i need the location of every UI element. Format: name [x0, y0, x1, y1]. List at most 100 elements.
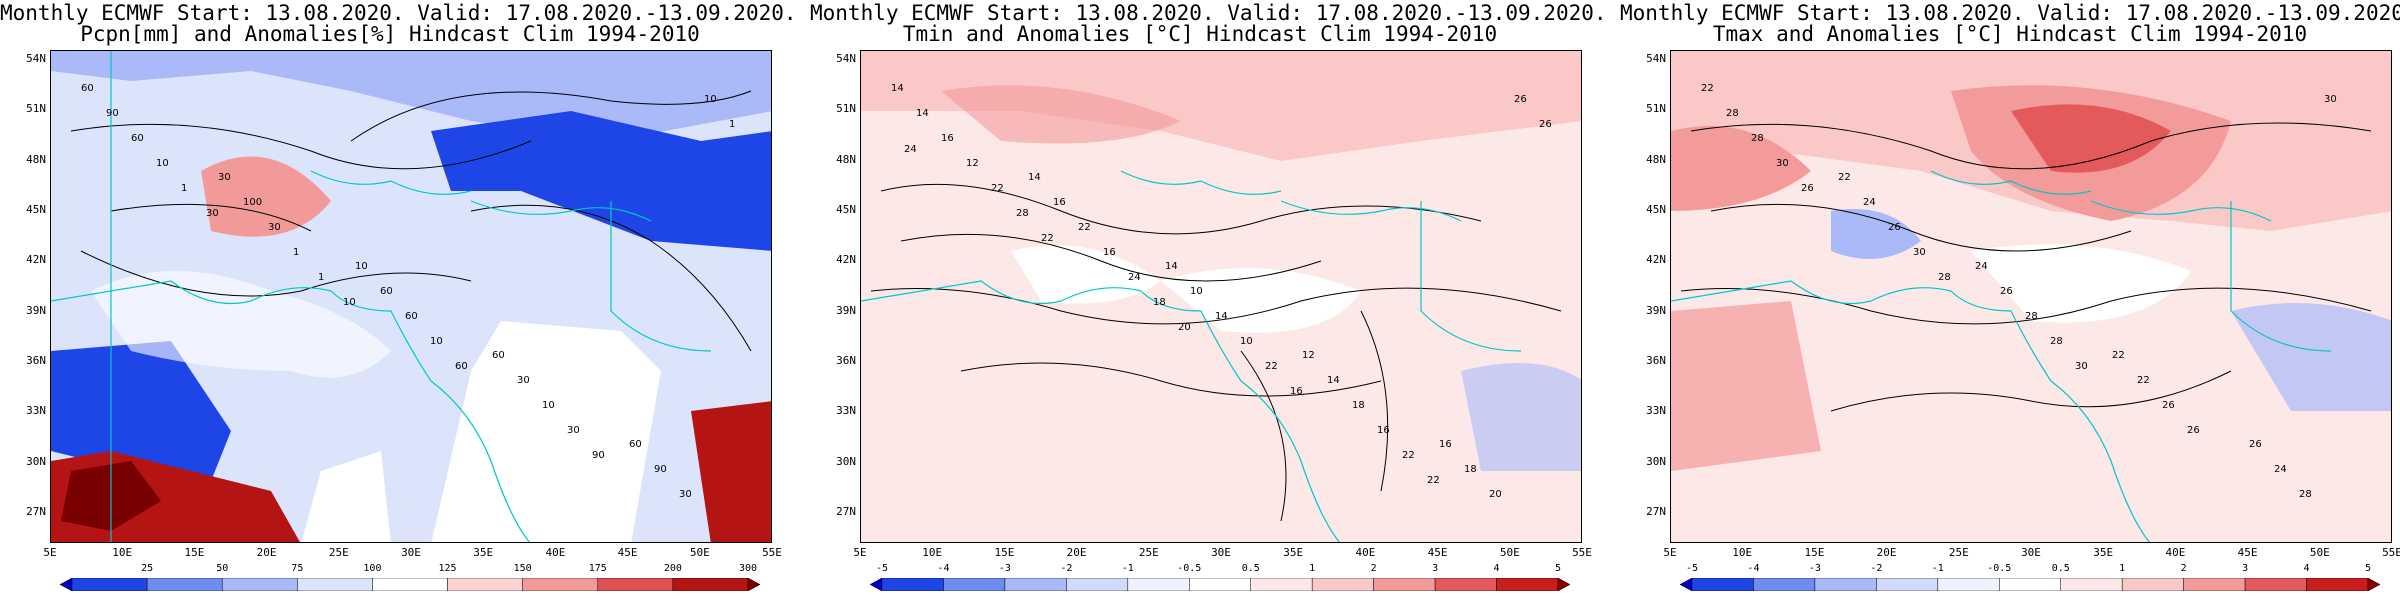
latitude-label: 39N [26, 303, 46, 317]
longitude-label: 5E [853, 546, 867, 559]
contour-label: 10 [1190, 286, 1203, 297]
contour-label: 24 [904, 144, 917, 155]
contour-label: 20 [1489, 489, 1502, 500]
colorbar-label: -3 [1808, 563, 1821, 574]
longitude-label: 25E [328, 546, 349, 559]
colorbar-label: 4 [1493, 563, 1500, 574]
longitude-label: 15E [1804, 546, 1825, 559]
contour-label: 60 [131, 133, 144, 144]
latitude-label: 30N [1646, 454, 1666, 468]
colorbar-segment [1557, 577, 1571, 592]
colorbar-label: -0.5 [1177, 563, 1202, 574]
contour-label: 22 [1838, 172, 1851, 183]
colorbar-label: 2 [1370, 563, 1377, 574]
contour-label: 1 [729, 119, 735, 130]
colorbar-label: 4 [2303, 563, 2310, 574]
contour-label: 18 [1352, 400, 1365, 411]
colorbar-segment [597, 577, 674, 592]
contour-label: 30 [2324, 94, 2337, 105]
longitude-label: 40E [1355, 546, 1376, 559]
panel-title-line2: Tmin and Anomalies [°C] Hindcast Clim 19… [902, 22, 1498, 46]
longitude-label: 40E [545, 546, 566, 559]
contour-label: 30 [2075, 361, 2088, 372]
tmax-map: 22 22 24 22 26 28 24 26 22 24 28 26 28 26 28 30 30 28 26 30… [1670, 50, 2392, 543]
latitude-label: 45N [26, 203, 46, 216]
colorbar-segment [1814, 577, 1877, 592]
precipitation-panel: Monthly ECMWF Start: 13.08.2020. Valid: … [0, 0, 797, 600]
contour-label: 60 [380, 286, 393, 297]
colorbar-segment [1066, 577, 1129, 592]
contour-label: 26 [1514, 94, 1527, 105]
longitude-label: 55E [762, 546, 782, 559]
latitude-label: 51N [26, 102, 46, 116]
contour-label: 16 [1290, 386, 1303, 397]
longitude-label: 45E [1427, 546, 1448, 559]
colorbar-segment [1999, 577, 2061, 592]
longitude-label: 40E [2165, 546, 2186, 559]
contour-label: 60 [629, 439, 642, 450]
panel-title-line1: Monthly ECMWF Start: 13.08.2020. Valid: … [810, 1, 1607, 25]
contour-label: 26 [2187, 425, 2200, 436]
panel-title-line2: Tmax and Anomalies [°C] Hindcast Clim 19… [1712, 22, 2308, 46]
contour-label: 16 [1377, 425, 1390, 436]
latitude-label: 33N [1646, 404, 1666, 418]
contour-label: 22 [1265, 361, 1278, 372]
tmax-panel: Monthly ECMWF Start: 13.08.2020. Valid: … [1620, 0, 2400, 600]
contour-label: 1 [181, 183, 187, 194]
colorbar-segment [1876, 577, 1939, 592]
colorbar-segment [869, 577, 883, 592]
contour-label: 10 [542, 400, 555, 411]
panel-title-line2: Pcpn[mm] and Anomalies[%] Hindcast Clim … [80, 22, 700, 46]
longitude-label: 35E [473, 546, 494, 559]
latitude-label: 33N [26, 404, 46, 418]
panel-title-line1: Monthly ECMWF Start: 13.08.2020. Valid: … [1620, 1, 2400, 25]
latitude-label: 51N [836, 102, 856, 116]
contour-label: 12 [966, 158, 979, 169]
contour-label: 1 [293, 247, 299, 258]
colorbar-segment [221, 577, 298, 592]
longitude-label: 5E [43, 546, 57, 559]
precipitation-map: 60 30 10 60 60 90 100 60 30 90 60 30 60 10 30 10 1 10 30 10… [50, 50, 772, 543]
latitude-label: 42N [1646, 253, 1666, 267]
contour-label: 16 [941, 133, 954, 144]
longitude-label: 35E [1283, 546, 1304, 559]
contour-label: 30 [1776, 158, 1789, 169]
tmin-panel: Monthly ECMWF Start: 13.08.2020. Valid: … [810, 0, 1607, 600]
contour-label: 60 [455, 361, 468, 372]
contour-label: 16 [1439, 439, 1452, 450]
colorbar-label: 2 [2180, 563, 2187, 574]
colorbar-segment [1753, 577, 1816, 592]
contour-label: 30 [517, 375, 530, 386]
contour-label: 28 [1726, 108, 1739, 119]
longitude-label: 10E [112, 546, 133, 559]
latitude-label: 42N [836, 253, 856, 267]
contour-label: 90 [654, 464, 667, 475]
contour-label: 28 [1938, 272, 1951, 283]
colorbar-label: -1 [1121, 563, 1134, 574]
colorbar-label: -0.5 [1987, 563, 2012, 574]
tmin-colorbar [869, 576, 1571, 592]
contour-label: 26 [1888, 222, 1901, 233]
longitude-label: 10E [1732, 546, 1753, 559]
latitude-label: 51N [1646, 102, 1666, 116]
contour-label: 10 [704, 94, 717, 105]
colorbar-segment [1434, 577, 1497, 592]
longitude-label: 50E [2309, 546, 2330, 559]
colorbar-label: 1 [2119, 563, 2126, 574]
colorbar-segment [2121, 577, 2184, 592]
contour-label: 30 [1913, 247, 1926, 258]
contour-label: 24 [1128, 272, 1141, 283]
contour-label: 28 [1751, 133, 1764, 144]
contour-label: 12 [1302, 350, 1315, 361]
contour-label: 90 [106, 108, 119, 119]
contour-label: 20 [1178, 322, 1191, 333]
contour-label: 60 [405, 311, 418, 322]
colorbar-label: -5 [1685, 563, 1699, 574]
contour-label: 14 [916, 108, 929, 119]
colorbar-label: -4 [937, 563, 950, 574]
longitude-label: 5E [1663, 546, 1677, 559]
contour-label: 22 [991, 183, 1004, 194]
colorbar-segment [1691, 577, 1754, 592]
latitude-label: 48N [836, 152, 856, 166]
colorbar-segment [881, 577, 944, 592]
